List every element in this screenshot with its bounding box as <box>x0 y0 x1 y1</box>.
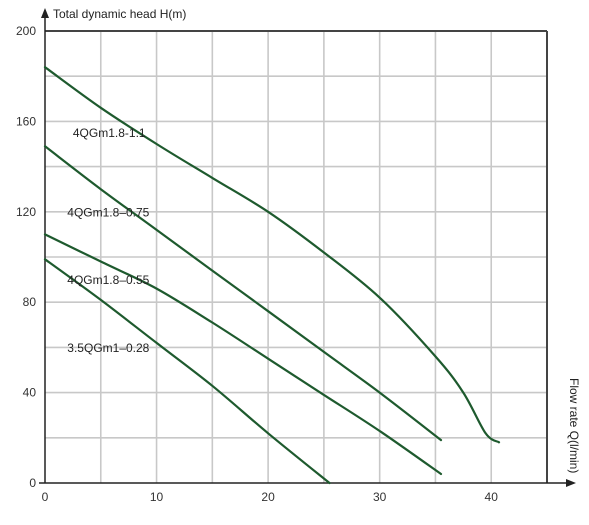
grid <box>45 31 548 483</box>
axes <box>39 8 576 487</box>
y-axis-arrow <box>41 8 49 18</box>
y-tick-label: 120 <box>16 205 36 219</box>
x-tick-label: 0 <box>42 490 49 504</box>
tick-labels: 0 10 20 30 40 0 40 80 120 160 200 <box>16 24 498 504</box>
y-tick-label: 160 <box>16 114 36 128</box>
x-tick-label: 10 <box>150 490 164 504</box>
x-tick-label: 30 <box>373 490 387 504</box>
x-tick-label: 40 <box>485 490 499 504</box>
series-label: 4QGm1.8–0.55 <box>67 273 149 287</box>
x-axis-arrow <box>566 479 576 487</box>
y-axis-title: Total dynamic head H(m) <box>53 7 186 21</box>
y-tick-label: 40 <box>23 386 37 400</box>
series-label: 4QGm1.8–0.75 <box>67 205 149 219</box>
series-label: 4QGm1.8-1.1 <box>73 126 146 140</box>
series-label: 3.5QGm1–0.28 <box>67 341 149 355</box>
series-lines <box>43 66 501 485</box>
series-line <box>43 145 443 442</box>
y-tick-label: 0 <box>29 476 36 490</box>
x-tick-label: 20 <box>261 490 275 504</box>
x-axis-title: Flow rate Q(l/min) <box>567 378 581 473</box>
series-labels: 4QGm1.8-1.1 4QGm1.8–0.75 4QGm1.8–0.55 3.5QG… <box>67 126 149 355</box>
series-line <box>43 258 331 485</box>
y-tick-label: 80 <box>23 295 37 309</box>
series-line <box>43 233 443 476</box>
series-line <box>43 66 501 444</box>
y-tick-label: 200 <box>16 24 36 38</box>
